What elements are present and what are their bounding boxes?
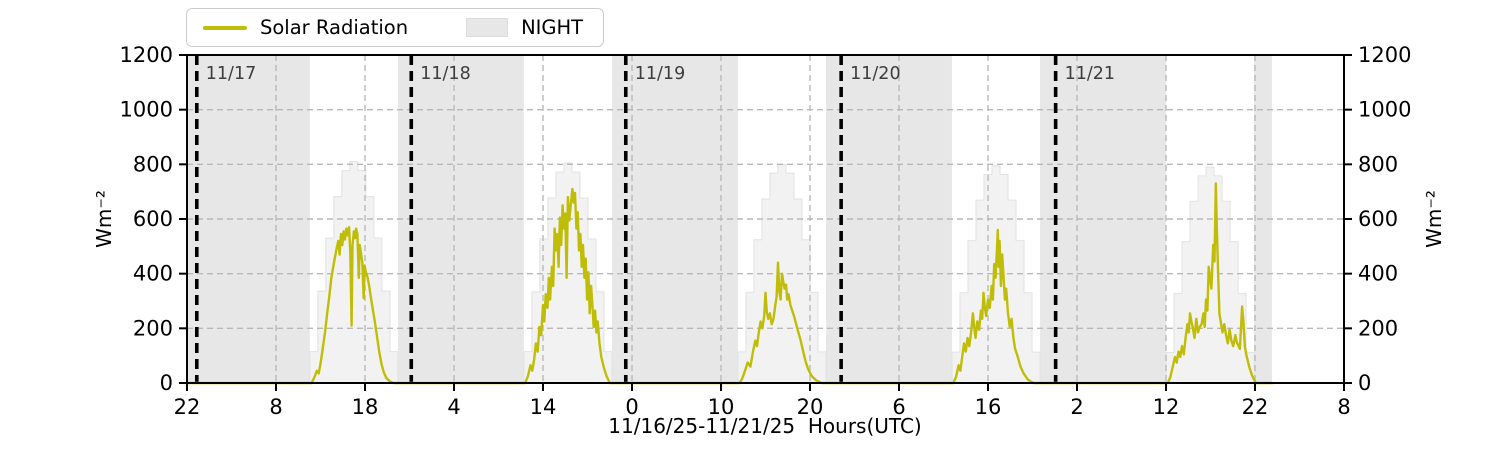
legend-label-night: NIGHT <box>521 16 584 39</box>
day-label: 11/21 <box>1065 64 1115 84</box>
y-tick-label-left: 200 <box>133 316 173 340</box>
y-tick-label-left: 600 <box>133 207 173 231</box>
x-tick-label: 6 <box>892 395 905 419</box>
day-label: 11/17 <box>206 64 256 84</box>
legend-label-solar-radiation: Solar Radiation <box>260 16 409 39</box>
x-tick-label: 4 <box>447 395 460 419</box>
x-tick-label: 22 <box>1242 395 1269 419</box>
x-tick-label: 14 <box>530 395 557 419</box>
y-axis-label-right: Wm⁻² <box>1422 190 1446 248</box>
day-label: 11/20 <box>850 64 900 84</box>
x-tick-label: 0 <box>625 395 638 419</box>
x-axis-label: 11/16/25-11/21/25 Hours(UTC) <box>608 414 922 438</box>
solar-radiation-line <box>187 182 1273 385</box>
legend-item-solar-radiation: Solar Radiation <box>203 16 408 39</box>
x-tick-label: 2 <box>1070 395 1083 419</box>
x-tick-label: 16 <box>975 395 1002 419</box>
y-tick-label-left: 800 <box>133 152 173 176</box>
y-tick-label-left: 1200 <box>120 43 173 67</box>
y-tick-label-right: 1000 <box>1358 98 1411 122</box>
y-tick-label-left: 400 <box>133 262 173 286</box>
x-tick-label: 8 <box>1337 395 1350 419</box>
y-tick-label-right: 1200 <box>1358 43 1411 67</box>
x-tick-label: 20 <box>797 395 824 419</box>
y-tick-label-right: 800 <box>1358 152 1398 176</box>
y-axis-label-left: Wm⁻² <box>92 190 116 248</box>
x-tick-label: 10 <box>708 395 735 419</box>
y-tick-label-right: 400 <box>1358 262 1398 286</box>
night-band <box>1254 55 1272 383</box>
y-tick-label-left: 0 <box>160 371 173 395</box>
y-tick-label-left: 1000 <box>120 98 173 122</box>
x-tick-label: 18 <box>352 395 379 419</box>
legend-item-night: NIGHT <box>466 16 583 39</box>
day-label: 11/19 <box>635 64 685 84</box>
night-swatch <box>466 18 509 37</box>
y-tick-label-right: 0 <box>1358 371 1371 395</box>
solar-line-swatch <box>203 25 247 30</box>
x-tick-label: 22 <box>174 395 201 419</box>
x-tick-label: 8 <box>269 395 282 419</box>
y-tick-label-right: 600 <box>1358 207 1398 231</box>
legend: Solar Radiation NIGHT <box>186 8 605 47</box>
x-tick-label: 12 <box>1153 395 1180 419</box>
y-tick-label-right: 200 <box>1358 316 1398 340</box>
day-label: 11/18 <box>420 64 470 84</box>
